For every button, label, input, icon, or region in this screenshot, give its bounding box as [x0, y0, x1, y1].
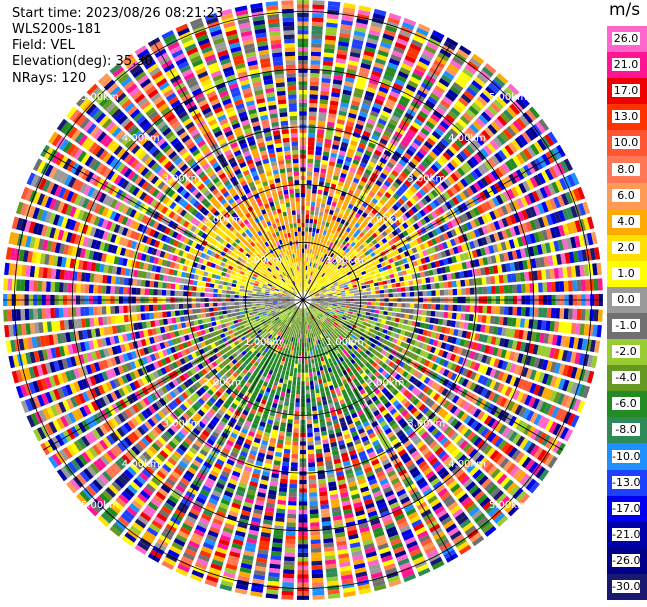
azimuth-line: [302, 299, 454, 560]
colorbar-tick-label: -8.0: [612, 423, 640, 437]
azimuth-line: [42, 149, 304, 301]
range-ring-label: 4.00km: [122, 459, 160, 470]
colorbar-tick-label: -26.0: [612, 553, 641, 567]
field-text: Field: VEL: [12, 38, 75, 53]
nrays-text: NRays: 120: [12, 71, 87, 86]
azimuth-line: [152, 39, 304, 301]
colorbar-tick-label: 1.0: [612, 266, 640, 280]
colorbar-tick-label: -10.0: [612, 449, 641, 463]
colorbar-tick-label: 10.0: [612, 136, 640, 150]
ppi-radar-display: 1.00km 1.00km 1.00km 1.00km 2.00km 2.00km 2.00…: [3, 0, 603, 600]
range-ring-label: 1.00km: [326, 255, 364, 266]
range-ring-label: 4.00km: [122, 133, 160, 144]
range-ring-label: 2.00km: [203, 378, 241, 389]
colorbar-tick-label: -17.0: [612, 501, 641, 515]
range-ring-label: 1.00km: [244, 337, 282, 348]
azimuth-line: [302, 299, 563, 451]
colorbar-tick-label: 8.0: [612, 162, 640, 176]
colorbar-tick-label: 2.0: [612, 240, 640, 254]
colorbar-tick-label: -6.0: [612, 397, 640, 411]
azimuth-line: [302, 39, 454, 301]
colorbar-tick-label: -21.0: [612, 527, 641, 541]
colorbar-unit: m/s: [609, 0, 641, 20]
range-ring-label: 2.00km: [203, 214, 241, 225]
colorbar-tick-label: 17.0: [612, 84, 640, 98]
range-ring-label: 1.00km: [326, 337, 364, 348]
range-ring-label: 2.00km: [367, 214, 405, 225]
range-ring-label: 3.00km: [407, 174, 445, 185]
azimuth-line: [302, 149, 563, 301]
colorbar-tick-label: 26.0: [612, 32, 640, 46]
velocity-gates: [3, 0, 603, 600]
range-ring-label: 5.00km: [81, 500, 119, 511]
colorbar-tick-label: 6.0: [612, 188, 640, 202]
colorbar-tick-label: -2.0: [612, 345, 640, 359]
colorbar-tick-label: 21.0: [612, 58, 640, 72]
range-ring-label: 3.00km: [163, 174, 201, 185]
range-ring-label: 5.00km: [489, 500, 527, 511]
range-ring-label: 5.00km: [81, 92, 119, 103]
range-ring-label: 2.00km: [367, 378, 405, 389]
azimuth-line: [42, 299, 304, 451]
range-ring-label: 4.00km: [448, 459, 486, 470]
range-ring-label: 3.00km: [407, 418, 445, 429]
colorbar-tick-label: 13.0: [612, 110, 640, 124]
colorbar-tick-label: -13.0: [612, 475, 641, 489]
colorbar-tick-label: 4.0: [612, 214, 640, 228]
colorbar-tick-label: 0.0: [612, 292, 640, 306]
colorbar-tick-label: -4.0: [612, 371, 640, 385]
start-time-text: Start time: 2023/08/26 08:21:23: [12, 6, 224, 21]
site-name-text: WLS200s-181: [12, 22, 102, 37]
colorbar-tick-label: -1.0: [612, 319, 640, 333]
range-ring-label: 4.00km: [448, 133, 486, 144]
range-ring-label: 5.00km: [489, 92, 527, 103]
colorbar-tick-label: -30.0: [612, 579, 641, 593]
azimuth-line: [152, 299, 304, 560]
range-ring-label: 1.00km: [244, 255, 282, 266]
elevation-text: Elevation(deg): 35.30: [12, 54, 153, 69]
range-ring-label: 3.00km: [163, 418, 201, 429]
